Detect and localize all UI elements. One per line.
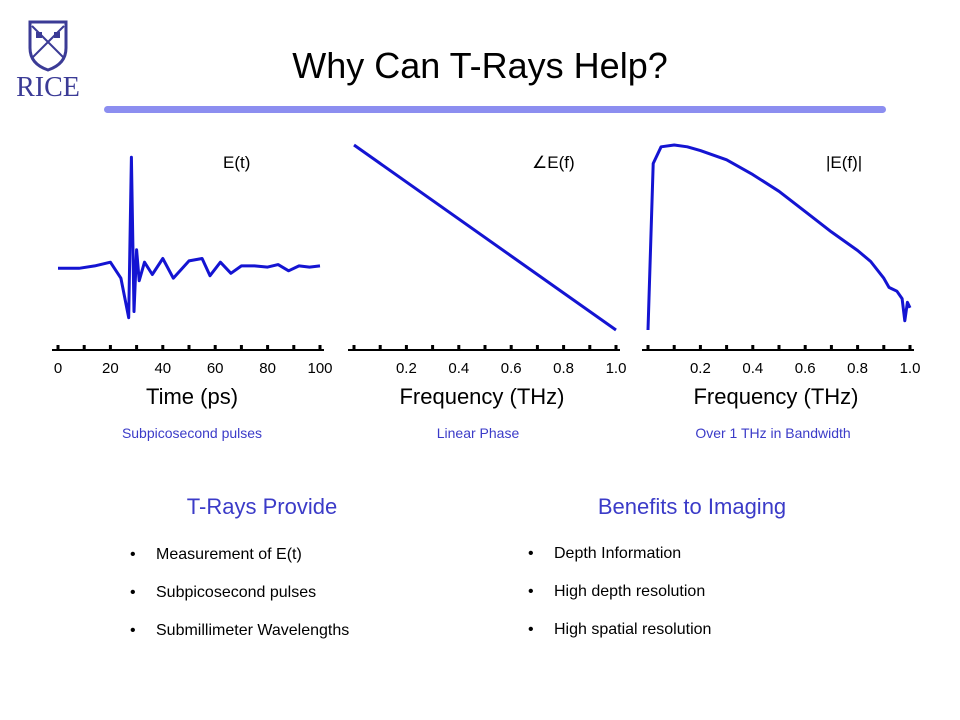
series-line [353,143,617,332]
x-tick-label: 1.0 [900,360,921,377]
chart-phase: 0.2 0.4 0.6 0.8 1.0 [348,135,628,382]
list-benefits: Depth Information High depth resolution … [528,544,711,658]
x-axis: 0.2 0.4 0.6 0.8 1.0 [348,345,626,377]
chart-magnitude: 0.2 0.4 0.6 0.8 1.0 [642,135,922,382]
x-axis: 0 20 40 60 80 100 [52,345,333,377]
x-tick-label: 1.0 [606,360,627,377]
logo-text: RICE [16,72,80,102]
chart-label-phase: ∠E(f) [532,153,575,172]
caption-bandwidth: Over 1 THz in Bandwidth [695,425,851,441]
chart-time-signal: 0 20 40 60 80 100 [52,135,333,382]
x-tick-label: 0.8 [847,360,868,377]
x-tick-label: 0.8 [553,360,574,377]
x-tick-label: 0.2 [690,360,711,377]
caption-subpicosecond: Subpicosecond pulses [121,425,263,441]
list-item: High depth resolution [528,582,711,620]
x-tick-label: 0 [54,360,62,377]
list-item: Submillimeter Wavelengths [130,621,349,659]
list-item: Subpicosecond pulses [130,583,349,621]
list-item: Measurement of E(t) [130,545,349,583]
chart-label-magnitude: |E(f)| [826,153,863,172]
series-line [58,155,321,320]
x-axis-label-frequency: Frequency (THz) [693,384,859,409]
x-tick-label: 100 [307,360,332,377]
plot-area [58,155,321,320]
x-axis: 0.2 0.4 0.6 0.8 1.0 [642,345,920,377]
rice-logo: RICE [8,18,88,103]
x-tick-label: 60 [207,360,224,377]
x-tick-label: 0.6 [501,360,522,377]
plot-area [646,143,912,331]
heading-benefits: Benefits to Imaging [597,494,787,519]
x-tick-label: 40 [154,360,171,377]
x-tick-label: 0.6 [795,360,816,377]
x-axis-label-time: Time (ps) [145,384,239,409]
plot-area [353,143,617,332]
x-tick-label: 0.4 [742,360,763,377]
x-tick-label: 0.4 [448,360,469,377]
x-axis-label-frequency: Frequency (THz) [399,384,565,409]
list-item: Depth Information [528,544,711,582]
list-item: High spatial resolution [528,620,711,658]
heading-trays-provide: T-Rays Provide [186,494,338,519]
caption-linear-phase: Linear Phase [436,425,520,441]
x-tick-label: 80 [259,360,276,377]
x-tick-label: 0.2 [396,360,417,377]
x-tick-label: 20 [102,360,119,377]
list-trays-provide: Measurement of E(t) Subpicosecond pulses… [130,545,349,659]
chart-label-et: E(t) [223,153,251,172]
slide-title: Why Can T-Rays Help? [292,45,668,86]
title-divider [104,106,886,113]
series-line [646,143,912,331]
